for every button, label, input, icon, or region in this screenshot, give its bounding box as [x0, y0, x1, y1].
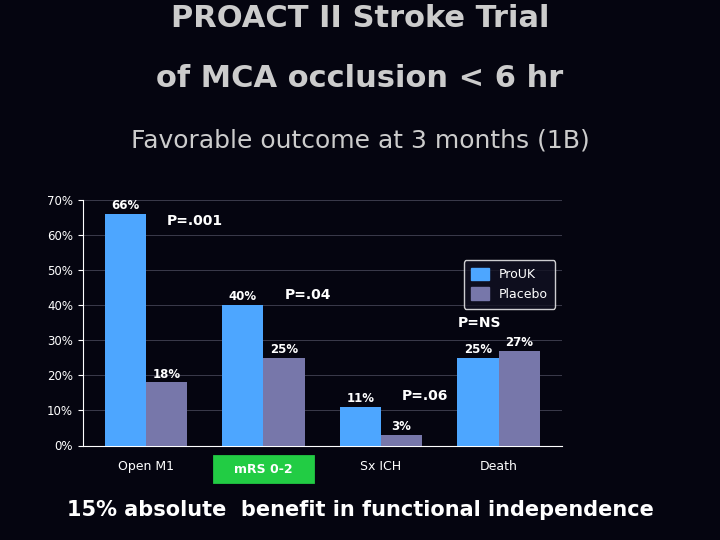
Text: PROACT II Stroke Trial: PROACT II Stroke Trial — [171, 4, 549, 32]
Bar — [381, 435, 422, 445]
Text: P=NS: P=NS — [457, 316, 501, 329]
Text: 25%: 25% — [270, 343, 298, 356]
Bar — [145, 382, 187, 446]
Text: mRS 0-2: mRS 0-2 — [234, 463, 293, 476]
Text: 11%: 11% — [346, 392, 374, 405]
Text: 18%: 18% — [152, 368, 181, 381]
Text: P=.04: P=.04 — [284, 288, 331, 301]
Text: Open M1: Open M1 — [118, 460, 174, 472]
Bar — [457, 357, 499, 446]
Text: 66%: 66% — [111, 199, 139, 212]
Bar — [264, 357, 305, 446]
Text: of MCA occlusion < 6 hr: of MCA occlusion < 6 hr — [156, 64, 564, 93]
Bar — [214, 456, 312, 482]
Text: P=.001: P=.001 — [167, 214, 223, 228]
Text: 40%: 40% — [229, 291, 257, 303]
Text: 25%: 25% — [464, 343, 492, 356]
Legend: ProUK, Placebo: ProUK, Placebo — [464, 260, 555, 308]
Text: Sx ICH: Sx ICH — [361, 460, 402, 472]
Text: 27%: 27% — [505, 336, 534, 349]
Text: 3%: 3% — [392, 420, 412, 433]
Text: Favorable outcome at 3 months (1B): Favorable outcome at 3 months (1B) — [130, 129, 590, 152]
Bar — [340, 407, 381, 446]
Text: P=.06: P=.06 — [402, 389, 449, 403]
Text: Death: Death — [480, 460, 518, 472]
Bar — [222, 305, 264, 446]
Text: 15% absolute  benefit in functional independence: 15% absolute benefit in functional indep… — [66, 500, 654, 521]
Bar — [499, 351, 540, 445]
Bar — [104, 214, 145, 446]
